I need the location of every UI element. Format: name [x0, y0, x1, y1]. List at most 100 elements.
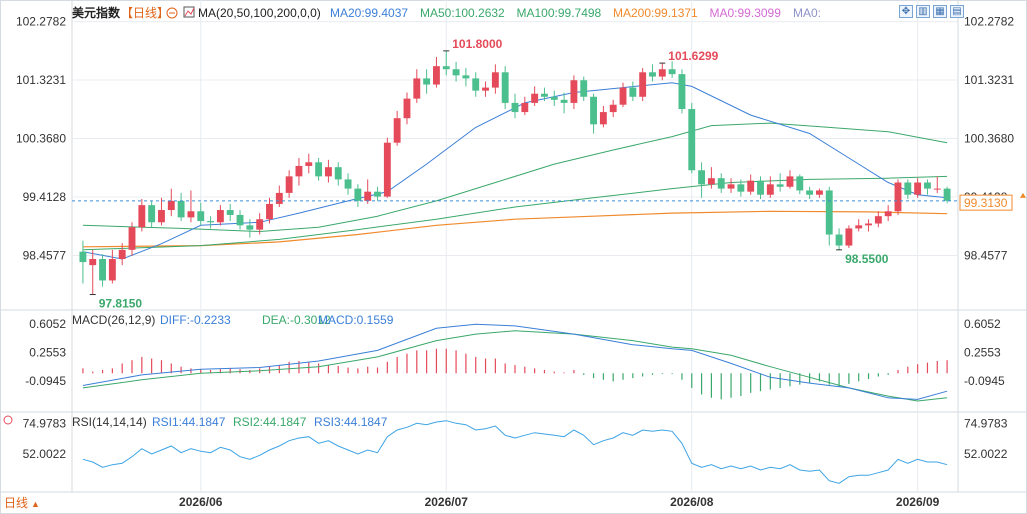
rsi-label: RSI3:44.1847: [314, 415, 388, 429]
indicator-icon[interactable]: ▤: [950, 5, 964, 18]
candle-body: [374, 191, 381, 197]
candle-body: [894, 182, 902, 212]
candle-body: [855, 225, 863, 229]
candle-body: [324, 167, 332, 177]
candle-body: [79, 251, 87, 263]
candle-body: [89, 259, 97, 266]
candle-body: [138, 205, 146, 228]
candle-body: [560, 99, 568, 103]
candle-body: [541, 93, 548, 97]
price-tick-right: 102.2782: [964, 15, 1014, 29]
time-tick: 2026/09: [896, 495, 940, 509]
candle-body: [825, 190, 833, 235]
candle-body: [491, 72, 499, 88]
candle-body: [580, 80, 588, 97]
candle-body: [933, 188, 941, 190]
indicator-toggle-icon: [183, 6, 195, 18]
symbol-title: 美元指数: [72, 5, 121, 20]
ma-value: MA200:99.1371: [613, 6, 698, 20]
candle-body: [177, 200, 185, 218]
period-selector[interactable]: 日线 ▲: [4, 494, 40, 512]
move-icon[interactable]: ✥: [899, 5, 913, 18]
candle-body: [128, 227, 136, 250]
candle-body: [383, 142, 391, 197]
price-tick-right: 100.3680: [964, 132, 1014, 146]
macd-label: DIFF:-0.2233: [160, 313, 231, 327]
time-tick: 2026/08: [670, 495, 714, 509]
candle-body: [148, 205, 156, 223]
candle-body: [717, 178, 725, 189]
candle-body: [835, 234, 843, 246]
candle-body: [698, 170, 706, 185]
candle-body: [266, 203, 273, 220]
candle-body: [295, 165, 303, 177]
candle-body: [108, 259, 116, 281]
candle-body: [197, 211, 205, 222]
macd-label: MACD:0.1559: [318, 313, 394, 327]
price-tick-left: 100.3680: [16, 132, 66, 146]
candle-body: [599, 112, 607, 125]
period-tag: 【日线】: [121, 6, 169, 20]
period-label: 日线: [4, 496, 29, 510]
rsi-label: RSI1:44.1847: [152, 415, 226, 429]
macd-label: DEA:-0.3012: [262, 313, 331, 327]
drawing-tools-icon[interactable]: ▦: [933, 5, 947, 18]
rsi-tick-left: 52.0022: [23, 447, 67, 461]
candle-body: [256, 219, 264, 230]
candle-body: [884, 211, 892, 217]
candle-body: [521, 102, 529, 113]
price-tick-right: 98.4577: [964, 248, 1008, 262]
ma-value: MA20:99.4037: [330, 6, 408, 20]
candle-body: [452, 69, 460, 76]
price-tick-left: 101.3231: [16, 73, 66, 87]
candle-body: [688, 109, 696, 171]
candle-body: [668, 69, 676, 75]
candle-body: [433, 66, 440, 85]
candle-body: [796, 176, 804, 191]
candle-body: [747, 180, 755, 192]
rsi-tick-right: 52.0022: [964, 447, 1008, 461]
candle-body: [757, 180, 764, 195]
low-annotation: 97.8150: [99, 297, 143, 311]
candle-body: [531, 93, 539, 103]
price-tick-right: 101.3231: [964, 73, 1014, 87]
chart-type-icon[interactable]: ▥: [916, 5, 930, 18]
candle-body: [501, 72, 509, 103]
candle-body: [167, 200, 175, 211]
candle-body: [865, 223, 872, 226]
candle-body: [472, 78, 480, 91]
macd-tick-left: 0.2553: [29, 345, 66, 359]
period-arrow-icon: ▲: [31, 499, 40, 509]
candle-body: [344, 179, 352, 189]
candle-body: [914, 182, 922, 195]
price-tick-left: 99.4128: [23, 190, 67, 204]
time-tick: 2026/07: [425, 495, 469, 509]
macd-tick-left: -0.0945: [25, 374, 66, 388]
candle-body: [707, 178, 715, 185]
candle-body: [815, 190, 823, 195]
candle-body: [403, 98, 411, 119]
price-tick-left: 98.4577: [23, 248, 67, 262]
candle-body: [924, 182, 931, 189]
rsi-tick-right: 74.9783: [964, 416, 1008, 430]
settings-icon: [166, 7, 178, 19]
price-tick-left: 102.2782: [16, 15, 66, 29]
candle-body: [393, 118, 401, 143]
macd-label: MACD(26,12,9): [72, 313, 155, 327]
ma-value: MA100:99.7498: [517, 6, 602, 20]
macd-tick-right: -0.0945: [964, 374, 1005, 388]
candle-body: [776, 184, 784, 187]
candle-body: [727, 184, 735, 189]
candle-body: [285, 176, 293, 193]
candle-body: [874, 216, 882, 224]
candle-body: [462, 75, 470, 79]
candle-body: [766, 184, 774, 195]
high-annotation: 101.6299: [668, 49, 718, 63]
candle-body: [737, 184, 745, 192]
candle-body: [786, 176, 794, 187]
rsi-label: RSI2:44.1847: [233, 415, 307, 429]
rsi-label: RSI(14,14,14): [72, 415, 147, 429]
candle-body: [187, 211, 195, 218]
